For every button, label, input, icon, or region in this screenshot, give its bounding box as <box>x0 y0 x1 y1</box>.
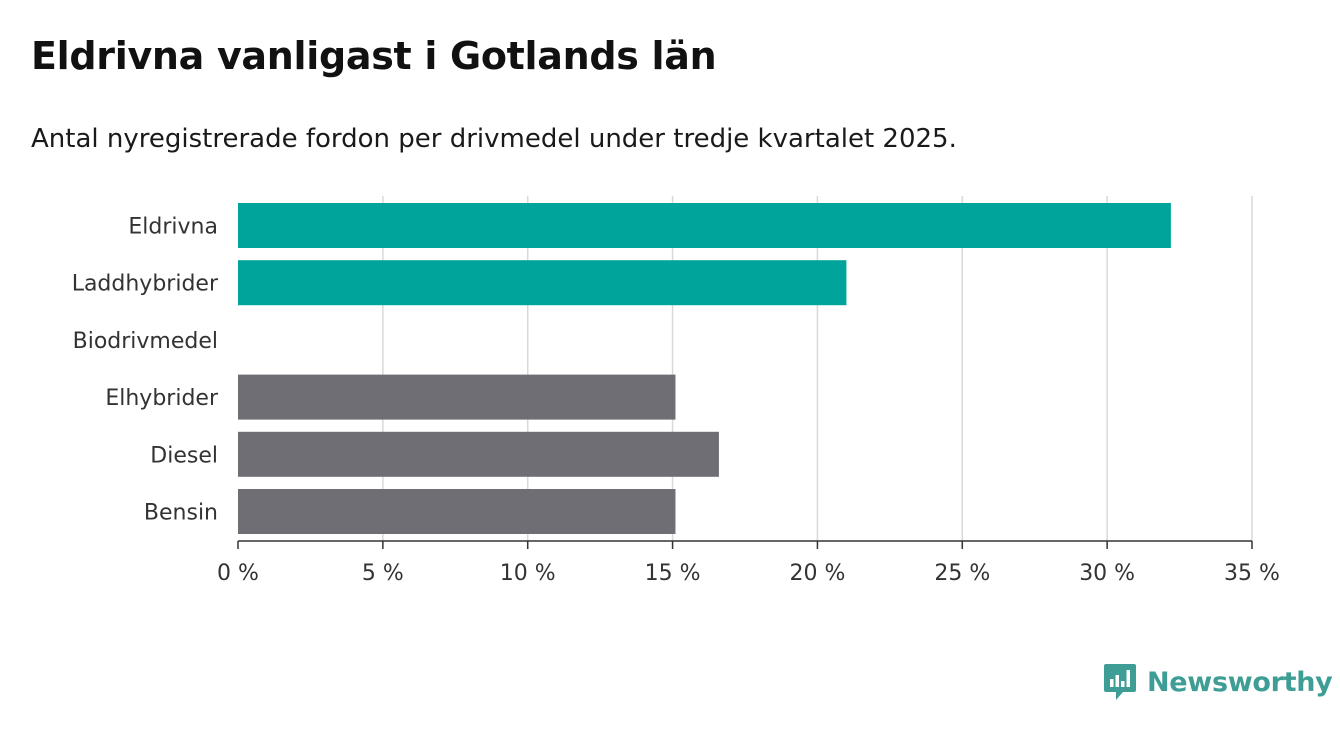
bar-elhybrider <box>238 374 676 420</box>
x-tick-label: 0 % <box>217 561 259 586</box>
category-labels: Eldrivna Laddhybrider Biodrivmedel Elhybrid… <box>72 215 219 526</box>
bar-bensin <box>238 489 676 534</box>
newsworthy-logo-icon <box>1104 664 1136 700</box>
bar-diesel <box>238 431 719 477</box>
x-tick-label: 20 % <box>789 561 845 586</box>
category-label: Bensin <box>144 501 218 526</box>
x-tick-label: 35 % <box>1224 561 1280 586</box>
category-label: Laddhybrider <box>72 272 219 297</box>
newsworthy-logo-text: Newsworthy <box>1147 666 1333 698</box>
gridlines <box>382 196 1253 541</box>
category-label: Eldrivna <box>128 215 218 240</box>
newsworthy-logo: Newsworthy <box>1103 662 1333 702</box>
chart-title: Eldrivna vanligast i Gotlands län <box>31 34 717 78</box>
category-label: Elhybrider <box>105 386 219 411</box>
x-tick-label: 10 % <box>500 561 556 586</box>
x-tick-label: 30 % <box>1079 561 1135 586</box>
category-label: Diesel <box>150 443 218 468</box>
bar-laddhybrider <box>238 260 847 306</box>
x-axis: 0 % 5 % 10 % 15 % 20 % 25 % 30 % 35 % <box>217 540 1280 586</box>
x-tick-label: 25 % <box>934 561 990 586</box>
x-tick-label: 15 % <box>645 561 701 586</box>
bars <box>238 203 1171 534</box>
bar-eldrivna <box>238 203 1171 248</box>
category-label: Biodrivmedel <box>73 329 218 354</box>
x-tick-label: 5 % <box>362 561 404 586</box>
chart-subtitle: Antal nyregistrerade fordon per drivmede… <box>31 124 957 154</box>
